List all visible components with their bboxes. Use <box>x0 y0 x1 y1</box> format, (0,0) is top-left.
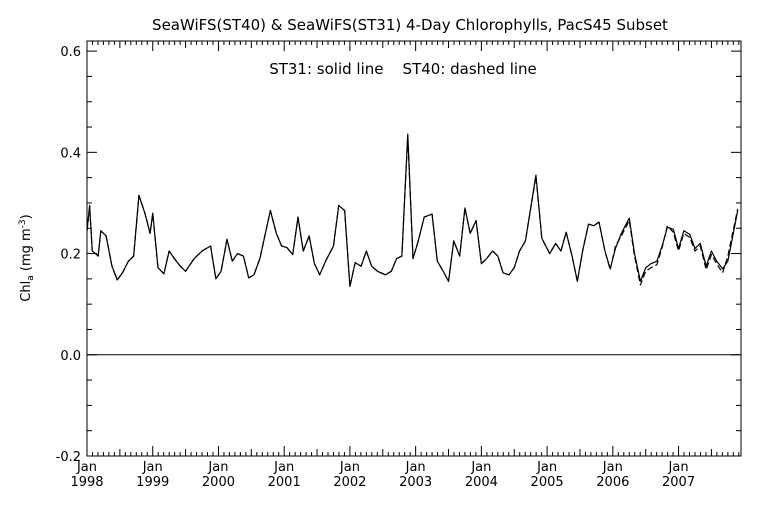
series-layer <box>86 133 741 356</box>
y-axis-label-main: Chl <box>19 281 34 302</box>
x-tick-label-month: Jan <box>536 460 557 475</box>
x-tick-label-month: Jan <box>602 460 623 475</box>
y-axis-label-sub: a <box>26 275 36 281</box>
y-axis-label: Chla (mg m-3) <box>18 214 36 301</box>
x-tick-label-year: 2000 <box>202 475 235 490</box>
x-tick-label-month: Jan <box>668 460 689 475</box>
x-tick-label-year: 2001 <box>268 475 301 490</box>
x-tick-label-year: 2002 <box>333 475 366 490</box>
plot-frame <box>86 40 742 457</box>
y-tick-label: 0.0 <box>60 349 81 364</box>
series-line-st40 <box>86 135 739 288</box>
x-tick-label-month: Jan <box>339 460 360 475</box>
x-tick-label-year: 2006 <box>596 475 629 490</box>
x-tick-label-month: Jan <box>207 460 228 475</box>
y-axis: -0.2 0.0 0.2 0.4 0.6 <box>56 45 741 465</box>
x-tick-label-year: 2005 <box>531 475 564 490</box>
x-tick-label-month: Jan <box>142 460 163 475</box>
x-tick-label-year: 2007 <box>662 475 695 490</box>
x-axis: Jan1998Jan1999Jan2000Jan2001Jan2002Jan20… <box>70 41 740 490</box>
x-tick-label-month: Jan <box>273 460 294 475</box>
x-tick-label-year: 2003 <box>399 475 432 490</box>
x-tick-label-month: Jan <box>405 460 426 475</box>
y-axis-label-exp: -3 <box>18 219 28 228</box>
y-tick-label: 0.2 <box>60 248 81 263</box>
series-line-st31 <box>86 133 739 288</box>
x-tick-label-month: Jan <box>76 460 97 475</box>
chart-title: SeaWiFS(ST40) & SeaWiFS(ST31) 4-Day Chlo… <box>152 16 668 34</box>
x-tick-label-month: Jan <box>470 460 491 475</box>
x-tick-label-year: 1998 <box>70 475 103 490</box>
chart-annotation: ST31: solid line ST40: dashed line <box>269 60 537 78</box>
x-tick-label-year: 2004 <box>465 475 498 490</box>
x-tick-label-year: 1999 <box>136 475 169 490</box>
y-axis-label-unit: (mg m <box>19 228 34 275</box>
y-tick-label: -0.2 <box>56 450 81 465</box>
y-axis-label-close: ) <box>19 214 34 219</box>
y-tick-label: 0.6 <box>60 45 81 60</box>
y-tick-label: 0.4 <box>60 146 81 161</box>
